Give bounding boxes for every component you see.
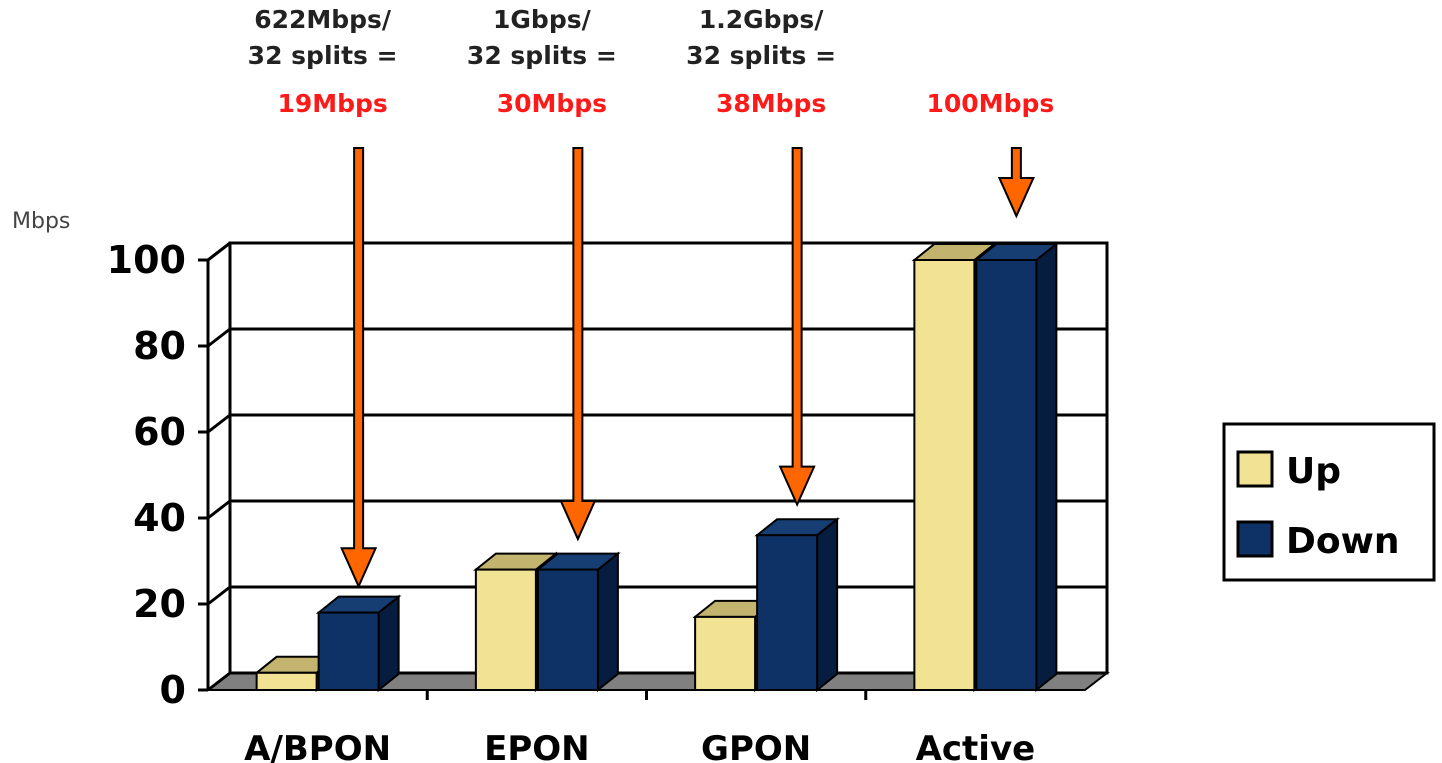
bar-up-gpon <box>694 615 757 692</box>
gridline-side <box>207 327 231 348</box>
bar-up-active <box>913 259 976 691</box>
annotation-text: 1.2Gbps/ <box>699 5 824 34</box>
legend-label-down: Down <box>1286 521 1400 562</box>
y-axis-top <box>207 241 231 262</box>
y-axis-title: Mbps <box>12 209 70 234</box>
bar-side <box>596 551 619 693</box>
bar-up-abpon <box>255 671 318 691</box>
y-tick-label: 20 <box>133 582 186 626</box>
y-tick-label: 80 <box>133 324 186 368</box>
y-tick-label: 100 <box>107 238 186 282</box>
gridline-side <box>207 413 231 434</box>
legend-label-up: Up <box>1286 451 1341 492</box>
gridline-side <box>207 499 231 520</box>
annotation-highlight: 100Mbps <box>927 89 1055 118</box>
annotation-text: 1Gbps/ <box>493 5 592 34</box>
annotation-text: 32 splits = <box>467 41 617 70</box>
y-tick-label: 60 <box>133 410 186 454</box>
bar-down-gpon <box>756 534 819 692</box>
x-tick-label: EPON <box>484 729 590 763</box>
x-tick-label: Active <box>916 729 1036 763</box>
bar-down-active <box>975 259 1038 691</box>
annotation-arrow <box>778 147 816 508</box>
annotation-highlight: 30Mbps <box>497 89 607 118</box>
bar-down-epon <box>536 568 599 691</box>
axis-layer: 0 20 40 60 80 100 Mbps A/BPON EPON GPON Active <box>12 209 1035 763</box>
x-tick-label: A/BPON <box>244 729 391 763</box>
bar-up-epon <box>474 568 537 691</box>
gridline-side <box>207 585 231 606</box>
y-tick-label: 40 <box>133 496 186 540</box>
annotation-highlight: 19Mbps <box>277 89 387 118</box>
bar-side <box>1035 241 1058 693</box>
annotation-text: 622Mbps/ <box>254 5 392 34</box>
y-tick-label: 0 <box>160 668 186 712</box>
annotation-arrow <box>559 147 597 542</box>
bar-down-abpon <box>317 611 380 691</box>
gridline-side <box>207 671 231 692</box>
annotation-layer: 622Mbps/32 splits = 19Mbps 1Gbps/32 splits… <box>248 5 1055 589</box>
annotation-text: 32 splits = <box>248 41 398 70</box>
annotation-highlight: 38Mbps <box>716 89 826 118</box>
annotation-text: 32 splits = <box>686 41 836 70</box>
bars-layer <box>253 241 1060 693</box>
legend: Up Down <box>1222 422 1436 582</box>
annotation-arrow <box>997 147 1035 219</box>
bar-side <box>816 517 839 693</box>
annotation-arrow <box>340 147 378 589</box>
x-tick-label: GPON <box>701 729 811 763</box>
legend-swatch-down <box>1236 520 1274 558</box>
legend-swatch-up <box>1236 450 1274 488</box>
